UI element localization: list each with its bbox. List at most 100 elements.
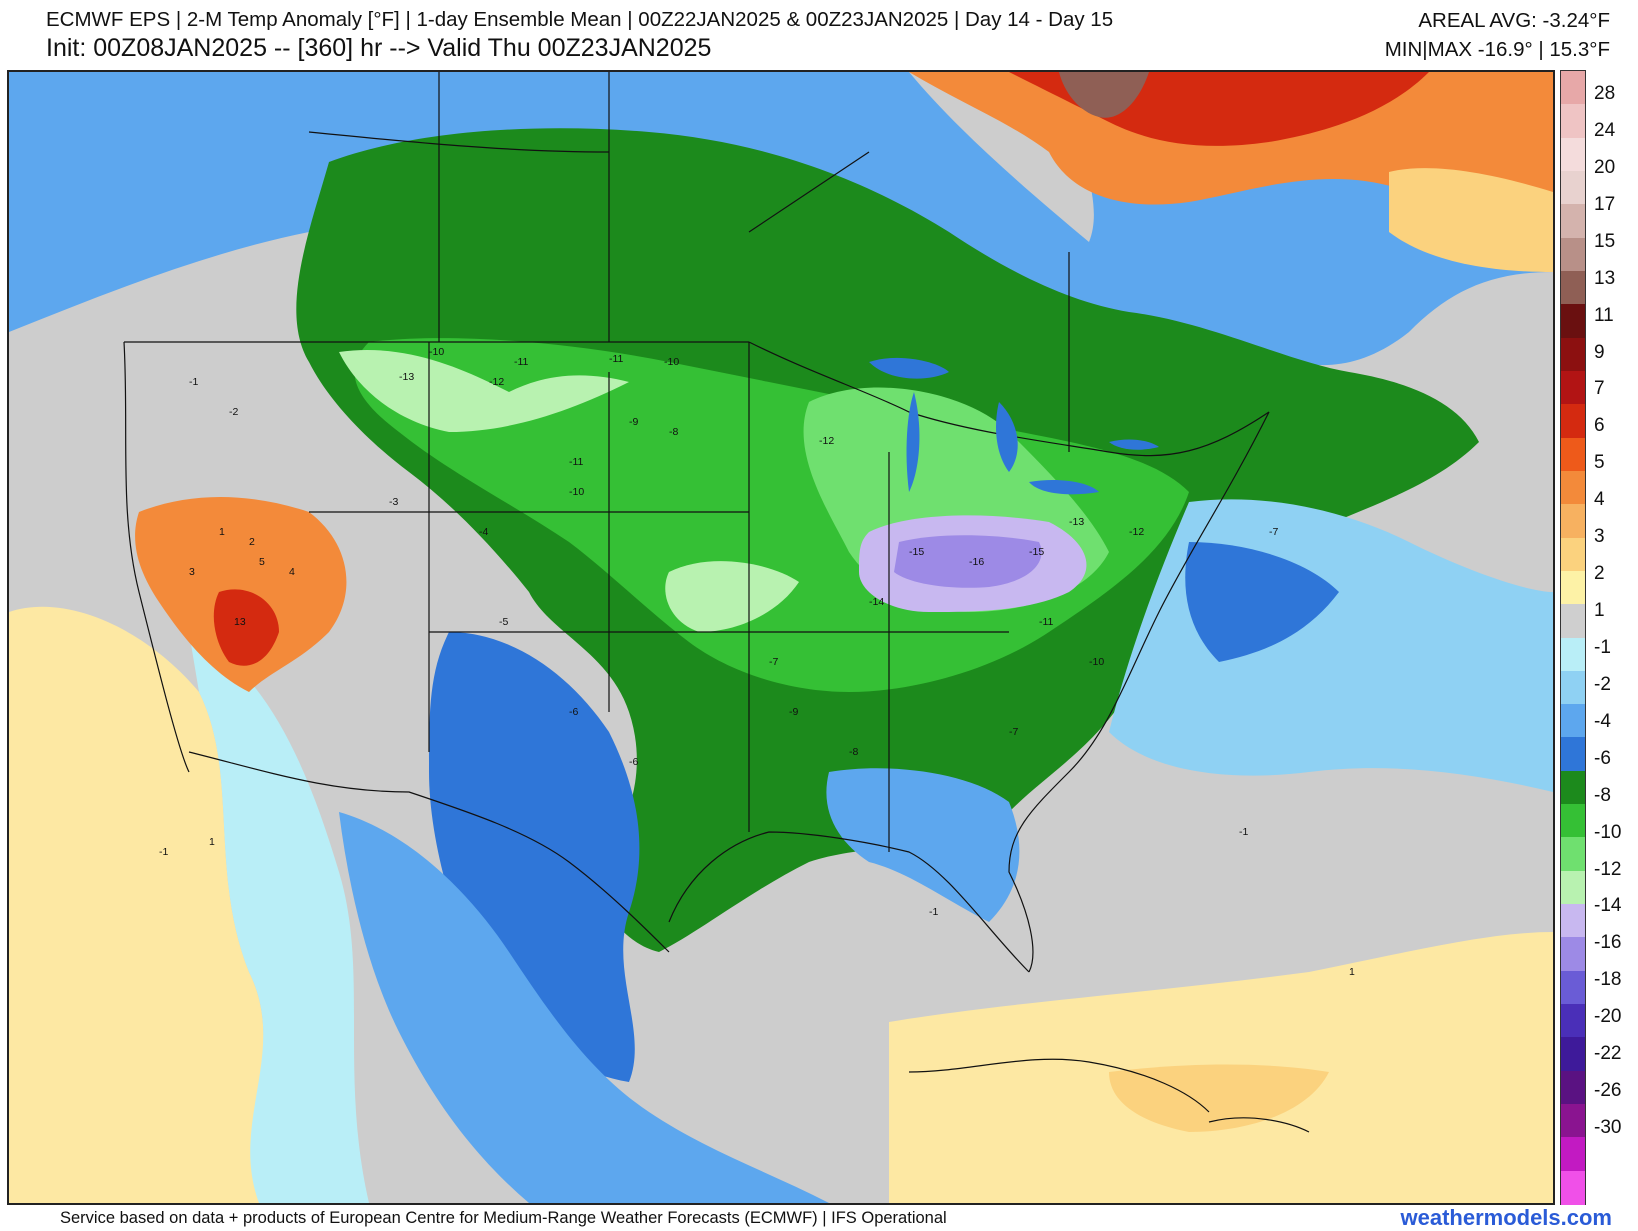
colorbar-label: 11 [1594, 304, 1614, 326]
map-label: 5 [259, 556, 265, 568]
colorbar-label: 5 [1594, 452, 1605, 474]
map-label: 3 [189, 566, 195, 578]
brand-link[interactable]: weathermodels.com [1400, 1205, 1612, 1230]
colorbar-swatch [1561, 170, 1585, 205]
map-label: -9 [629, 416, 638, 428]
map-label: -8 [669, 426, 678, 438]
map-label: -1 [159, 846, 168, 858]
pacific-cool-band [189, 632, 369, 1203]
colorbar-swatch [1561, 237, 1585, 272]
colorbar-swatch [1561, 470, 1585, 505]
map-label: -14 [869, 596, 884, 608]
colorbar [1560, 70, 1586, 1205]
colorbar-label: -6 [1594, 747, 1611, 769]
colorbar-swatch [1561, 304, 1585, 339]
map-label: -10 [429, 346, 444, 358]
map-label: -7 [1269, 526, 1278, 538]
areal-average: AREAL AVG: -3.24°F [1418, 9, 1610, 32]
colorbar-label: -4 [1594, 710, 1611, 732]
max-cold-core [894, 535, 1042, 588]
mexico-cool [339, 812, 829, 1203]
colorbar-swatch [1561, 104, 1585, 139]
colorbar-swatch [1561, 1104, 1585, 1138]
colorbar-swatch [1561, 204, 1585, 239]
colorbar-swatch [1561, 370, 1585, 405]
colorbar-swatch [1561, 570, 1585, 605]
arctic-peak [1059, 72, 1149, 118]
lake-huron [996, 402, 1018, 472]
colorbar-swatch [1561, 270, 1585, 305]
map-label: -15 [909, 546, 924, 558]
colorbar-swatch [1561, 970, 1585, 1005]
map-label: 1 [219, 526, 225, 538]
colorbar-label: 3 [1594, 526, 1605, 548]
map-label: -12 [1129, 526, 1144, 538]
colorbar-swatch [1561, 770, 1585, 805]
colorbar-label: -1 [1594, 636, 1611, 658]
min-max: MIN|MAX -16.9° | 15.3°F [1384, 38, 1610, 61]
map-label: 1 [209, 836, 215, 848]
colorbar-label: -12 [1594, 858, 1622, 880]
map-label: 13 [234, 616, 246, 628]
colorbar-label: -10 [1594, 821, 1622, 843]
colorbar-swatch [1561, 737, 1585, 772]
caribbean-warm-core [1109, 1064, 1329, 1132]
lake-ontario [1109, 439, 1159, 450]
colorbar-swatch [1561, 404, 1585, 439]
colorbar-swatch [1561, 1170, 1585, 1205]
map-label: 2 [249, 536, 255, 548]
map-label: -11 [514, 356, 529, 368]
map-label: -11 [609, 353, 624, 365]
colorbar-label: 4 [1594, 489, 1605, 511]
gulf-coast [668, 831, 1030, 973]
colorbar-label: -18 [1594, 969, 1622, 991]
contour-labels: -10 -11 -12 -13 -10 -11 -12 -11 -10 -9 -… [159, 346, 1355, 978]
canada-line-d [748, 151, 870, 233]
map-label: -3 [389, 496, 398, 508]
colorbar-label: 7 [1594, 378, 1605, 400]
map-label: 1 [1349, 966, 1355, 978]
colorbar-swatch [1561, 837, 1585, 872]
colorbar-swatch [1561, 71, 1585, 105]
west-coast [123, 341, 190, 773]
colorbar-label: 2 [1594, 563, 1605, 585]
colorbar-swatch [1561, 604, 1585, 639]
cold-core-light-plains [339, 350, 629, 432]
map-label: -1 [1239, 826, 1248, 838]
colorbar-label: 9 [1594, 341, 1605, 363]
labrador-warm [1389, 168, 1553, 272]
map-label: -5 [499, 616, 508, 628]
colorbar-label: 17 [1594, 193, 1616, 215]
map-label: -8 [849, 746, 858, 758]
map-label: -6 [629, 756, 638, 768]
lake-superior [869, 357, 949, 379]
map-label: -12 [819, 435, 834, 447]
great-lakes [869, 357, 1159, 495]
map-label: -7 [1009, 726, 1018, 738]
canada-line-a [308, 131, 610, 153]
east-coast [1008, 411, 1270, 973]
colorbar-swatch [1561, 1037, 1585, 1072]
colorbar-label: -26 [1594, 1080, 1622, 1102]
map-label: -13 [1069, 516, 1084, 528]
map-label: -2 [229, 406, 238, 418]
map-label: -9 [789, 706, 798, 718]
atlantic-cool-core [1185, 542, 1339, 662]
colorbar-swatch [1561, 337, 1585, 372]
colorbar-label: 20 [1594, 156, 1616, 178]
map-label: -15 [1029, 546, 1044, 558]
map-header: ECMWF EPS | 2-M Temp Anomaly [°F] | 1-da… [0, 0, 1638, 70]
colorbar-label: -30 [1594, 1117, 1622, 1138]
colorbar-label: -8 [1594, 784, 1611, 806]
colorbar-label: -20 [1594, 1006, 1622, 1028]
colorbar-label: 15 [1594, 230, 1616, 252]
colorbar-swatch [1561, 1070, 1585, 1105]
map-label: 4 [289, 566, 295, 578]
lake-michigan [906, 392, 920, 492]
colorbar-label: -22 [1594, 1043, 1622, 1065]
colorbar-swatch [1561, 1004, 1585, 1038]
colorbar-label: -14 [1594, 895, 1622, 917]
map-label: -16 [969, 556, 984, 568]
colorbar-swatch [1561, 804, 1585, 839]
footer-credit: Service based on data + products of Euro… [60, 1209, 947, 1227]
